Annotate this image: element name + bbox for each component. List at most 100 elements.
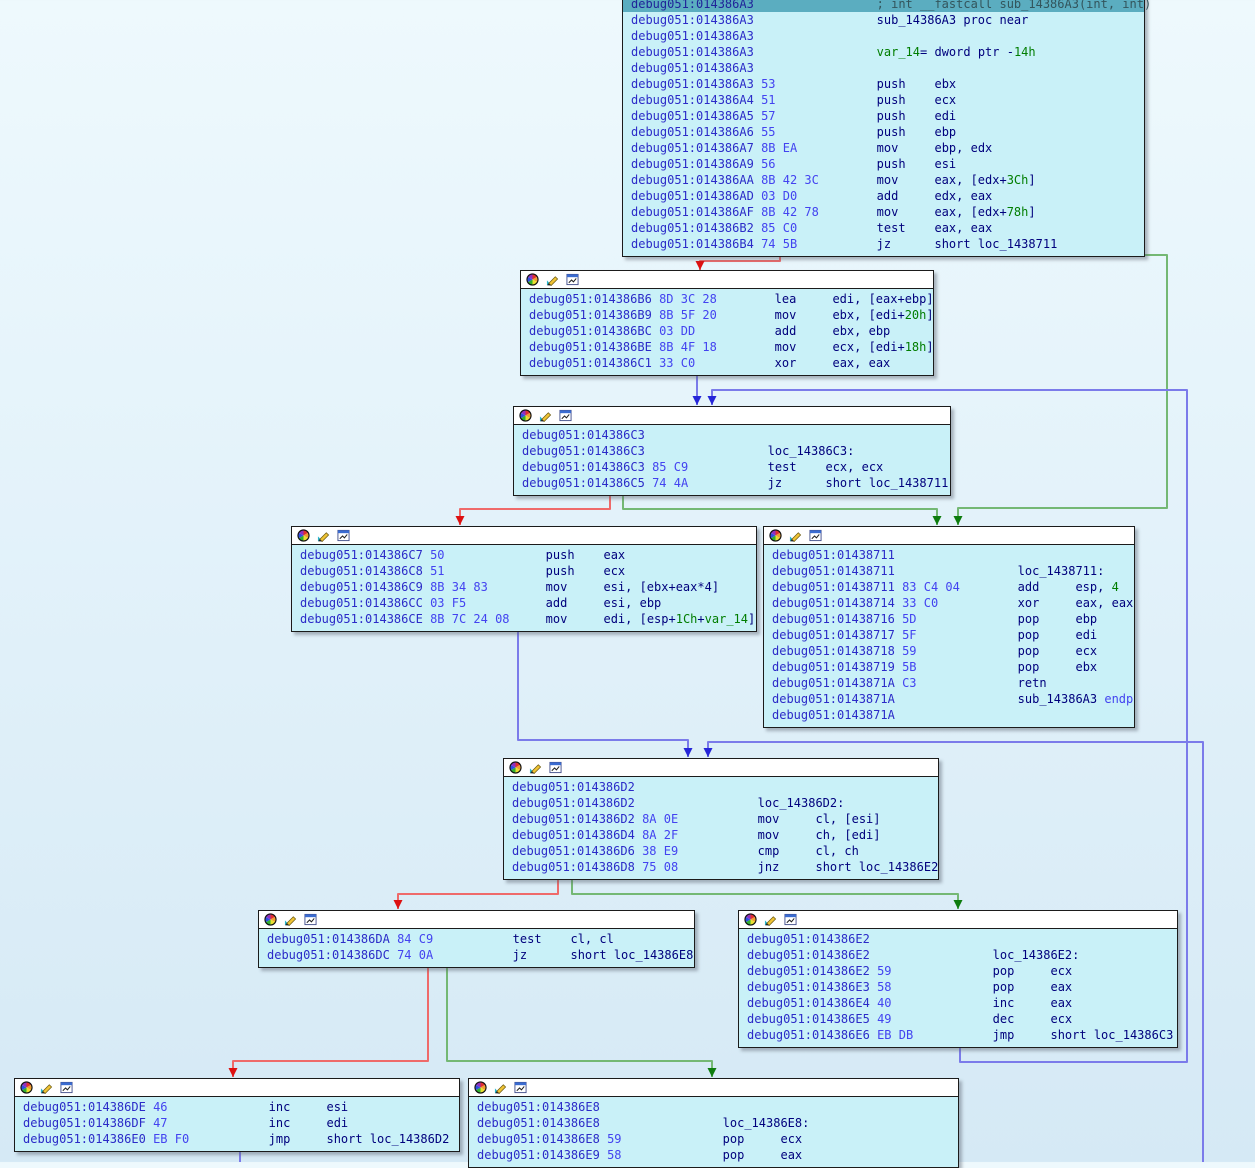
code-line[interactable]: debug051:014386A4 51 push ecx [631,92,1144,108]
code-line[interactable]: debug051:014386C7 50 push eax [300,547,756,563]
code-line[interactable]: debug051:014386E6 EB DB jmp short loc_14… [747,1027,1177,1043]
edit-pencil-icon[interactable] [284,913,297,927]
code-line[interactable]: debug051:014386C3 85 C9 test ecx, ecx [522,459,950,475]
code-line[interactable]: debug051:014386E5 49 dec ecx [747,1011,1177,1027]
code-line[interactable]: debug051:014386AD 03 D0 add edx, eax [631,188,1144,204]
code-line[interactable]: debug051:014386AA 8B 42 3C mov eax, [edx… [631,172,1144,188]
code-line[interactable]: debug051:014386A5 57 push edi [631,108,1144,124]
basic-block-014386C7[interactable]: debug051:014386C7 50 push eax debug051:01… [291,526,757,632]
edit-pencil-icon[interactable] [546,273,559,287]
code-line[interactable]: debug051:014386A3 [631,28,1144,44]
edit-pencil-icon[interactable] [40,1081,53,1095]
basic-block-014386E8[interactable]: debug051:014386E8 debug051:014386E8 loc_1… [468,1078,959,1168]
node-titlebar[interactable] [514,407,950,425]
code-line[interactable]: debug051:014386C9 8B 34 83 mov esi, [ebx… [300,579,756,595]
code-line[interactable]: debug051:01438714 33 C0 xor eax, eax [772,595,1134,611]
graph-window-icon[interactable] [514,1081,527,1094]
basic-block-01438711[interactable]: debug051:01438711 debug051:01438711 loc_1… [763,526,1135,728]
code-line[interactable]: debug051:014386AF 8B 42 78 mov eax, [edx… [631,204,1144,220]
code-line[interactable]: debug051:014386BE 8B 4F 18 mov ecx, [edi… [529,339,934,355]
graph-window-icon[interactable] [60,1081,73,1094]
code-line[interactable]: debug051:014386A9 56 push esi [631,156,1144,172]
code-line[interactable]: debug051:0143871A C3 retn [772,675,1134,691]
color-wheel-icon[interactable] [509,761,522,774]
code-line[interactable]: debug051:014386E2 [747,931,1177,947]
edit-pencil-icon[interactable] [789,529,802,543]
code-line[interactable]: debug051:014386A3 53 push ebx [631,76,1144,92]
code-line[interactable]: debug051:01438711 loc_1438711: [772,563,1134,579]
code-line[interactable]: debug051:014386E8 59 pop ecx [477,1131,958,1147]
code-line[interactable]: debug051:014386D8 75 08 jnz short loc_14… [512,859,938,875]
code-line[interactable]: debug051:01438717 5F pop edi [772,627,1134,643]
code-line[interactable]: debug051:014386D2 8A 0E mov cl, [esi] [512,811,938,827]
code-line[interactable]: debug051:01438711 83 C4 04 add esp, 4 [772,579,1134,595]
code-line[interactable]: debug051:014386D2 loc_14386D2: [512,795,938,811]
code-line[interactable]: debug051:014386E2 loc_14386E2: [747,947,1177,963]
code-line[interactable]: debug051:014386A3 [631,60,1144,76]
code-line[interactable]: debug051:014386D4 8A 2F mov ch, [edi] [512,827,938,843]
code-line[interactable]: debug051:014386C8 51 push ecx [300,563,756,579]
edit-pencil-icon[interactable] [494,1081,507,1095]
code-line[interactable]: debug051:01438719 5B pop ebx [772,659,1134,675]
node-titlebar[interactable] [292,527,756,545]
code-line[interactable]: debug051:014386C3 [522,427,950,443]
code-line[interactable]: debug051:014386B4 74 5B jz short loc_143… [631,236,1144,252]
edit-pencil-icon[interactable] [764,913,777,927]
code-line[interactable]: debug051:01438718 59 pop ecx [772,643,1134,659]
graph-window-icon[interactable] [784,913,797,926]
color-wheel-icon[interactable] [474,1081,487,1094]
edit-pencil-icon[interactable] [317,529,330,543]
code-line[interactable]: debug051:014386DA 84 C9 test cl, cl [267,931,694,947]
basic-block-014386E2[interactable]: debug051:014386E2 debug051:014386E2 loc_1… [738,910,1178,1048]
basic-block-014386DE[interactable]: debug051:014386DE 46 inc esi debug051:014… [14,1078,460,1152]
code-line[interactable]: debug051:014386C1 33 C0 xor eax, eax [529,355,933,371]
node-titlebar[interactable] [521,271,933,289]
basic-block-014386B6[interactable]: debug051:014386B6 8D 3C 28 lea edi, [eax… [520,270,934,376]
code-line[interactable]: debug051:014386E8 loc_14386E8: [477,1115,958,1131]
node-titlebar[interactable] [15,1079,459,1097]
node-titlebar[interactable] [504,759,938,777]
basic-block-014386D2[interactable]: debug051:014386D2 debug051:014386D2 loc_1… [503,758,939,880]
code-line[interactable]: debug051:01438716 5D pop ebp [772,611,1134,627]
code-line[interactable]: debug051:014386E8 [477,1099,958,1115]
graph-window-icon[interactable] [304,913,317,926]
code-line[interactable]: debug051:014386DC 74 0A jz short loc_143… [267,947,694,963]
edit-pencil-icon[interactable] [539,409,552,423]
node-titlebar[interactable] [259,911,694,929]
basic-block-014386DA[interactable]: debug051:014386DA 84 C9 test cl, cl debug… [258,910,695,968]
code-line[interactable]: debug051:014386CC 03 F5 add esi, ebp [300,595,756,611]
code-line[interactable]: debug051:014386E9 58 pop eax [477,1147,958,1163]
color-wheel-icon[interactable] [744,913,757,926]
code-line[interactable]: debug051:014386E0 EB F0 jmp short loc_14… [23,1131,459,1147]
color-wheel-icon[interactable] [297,529,310,542]
color-wheel-icon[interactable] [264,913,277,926]
basic-block-014386C3[interactable]: debug051:014386C3 debug051:014386C3 loc_1… [513,406,951,496]
node-titlebar[interactable] [469,1079,958,1097]
color-wheel-icon[interactable] [20,1081,33,1094]
node-titlebar[interactable] [764,527,1134,545]
graph-window-icon[interactable] [566,273,579,286]
color-wheel-icon[interactable] [526,273,539,286]
code-line[interactable]: debug051:014386C3 loc_14386C3: [522,443,950,459]
code-line[interactable]: debug051:014386CE 8B 7C 24 08 mov edi, [… [300,611,756,627]
code-line[interactable]: debug051:01438711 [772,547,1134,563]
code-line[interactable]: debug051:014386E2 59 pop ecx [747,963,1177,979]
code-line[interactable]: debug051:014386DE 46 inc esi [23,1099,459,1115]
code-line[interactable]: debug051:014386B6 8D 3C 28 lea edi, [eax… [529,291,934,307]
code-line[interactable]: debug051:0143871A sub_14386A3 endp [772,691,1134,707]
code-line[interactable]: debug051:014386B9 8B 5F 20 mov ebx, [edi… [529,307,934,323]
graph-window-icon[interactable] [337,529,350,542]
code-line[interactable]: debug051:014386D6 38 E9 cmp cl, ch [512,843,938,859]
code-line-selected[interactable]: debug051:014386A3 ; int __fastcall sub_1… [623,0,1151,12]
graph-window-icon[interactable] [559,409,572,422]
node-titlebar[interactable] [739,911,1177,929]
code-line[interactable]: debug051:014386A7 8B EA mov ebp, edx [631,140,1144,156]
code-line[interactable]: debug051:014386A6 55 push ebp [631,124,1144,140]
code-line[interactable]: debug051:0143871A [772,707,1134,723]
color-wheel-icon[interactable] [519,409,532,422]
edit-pencil-icon[interactable] [529,761,542,775]
graph-window-icon[interactable] [549,761,562,774]
code-line[interactable]: debug051:014386DF 47 inc edi [23,1115,459,1131]
code-line[interactable]: debug051:014386B2 85 C0 test eax, eax [631,220,1144,236]
code-line[interactable]: debug051:014386C5 74 4A jz short loc_143… [522,475,950,491]
